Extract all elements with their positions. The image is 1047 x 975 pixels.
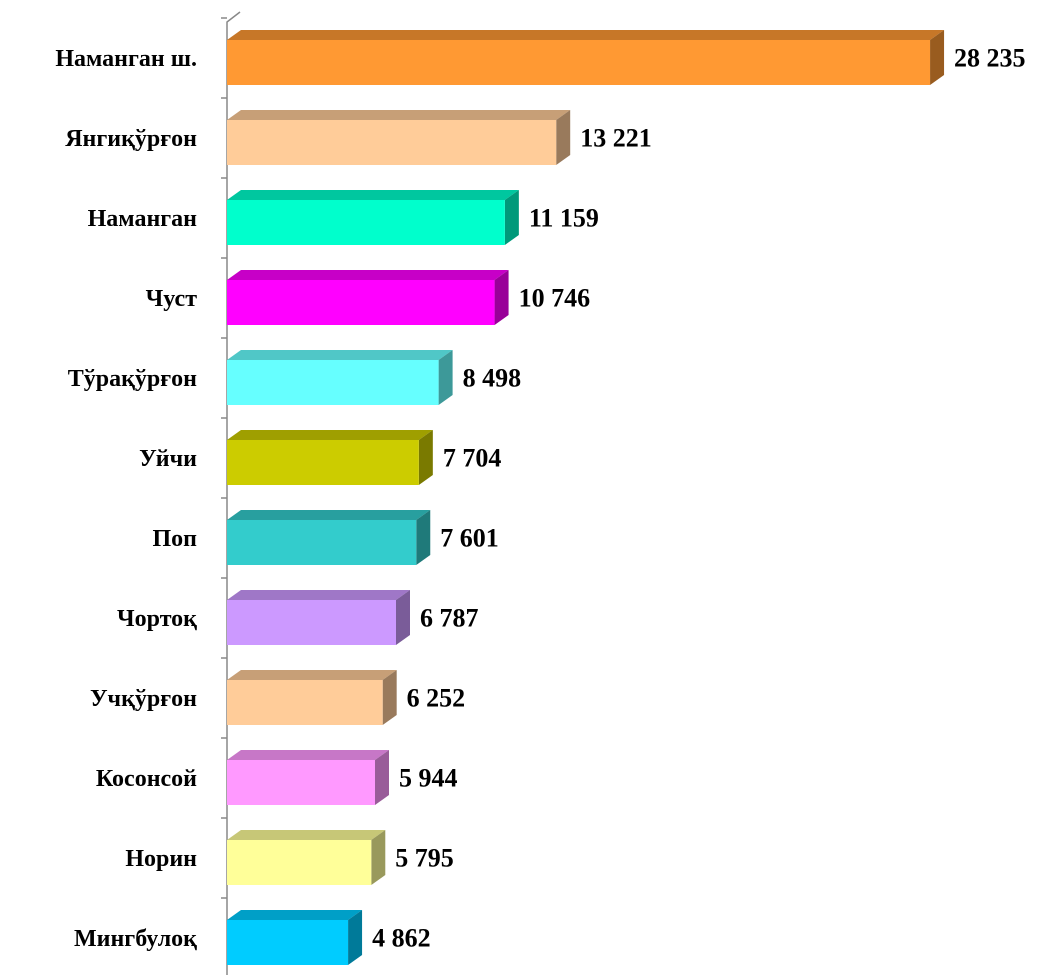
y-tick-label: Норин (125, 846, 197, 872)
bar-top (227, 830, 386, 840)
value-label: 8 498 (463, 363, 522, 392)
bar-front (227, 760, 376, 805)
bar-side (371, 830, 386, 885)
bar-front (227, 840, 372, 885)
y-tick-label: Наманган ш. (55, 46, 197, 72)
bar-top (227, 270, 509, 280)
y-tick-label: Мингбулоқ (74, 926, 197, 952)
value-label: 6 252 (407, 683, 466, 712)
bar-top (227, 190, 519, 200)
bar (227, 270, 509, 325)
value-label: 6 787 (420, 603, 479, 632)
bar-top (227, 750, 390, 760)
bar-top (227, 110, 571, 120)
bar (227, 190, 519, 245)
bar-front (227, 440, 419, 485)
value-label: 7 704 (443, 443, 502, 472)
bar-front (227, 520, 417, 565)
bar (227, 30, 945, 85)
bar-front (227, 120, 557, 165)
bar-side (375, 750, 390, 805)
bar-front (227, 40, 931, 85)
bar (227, 750, 390, 805)
value-label: 28 235 (954, 43, 1026, 72)
bar-top (227, 590, 410, 600)
bar (227, 830, 386, 885)
y-tick-label: Чуст (146, 286, 198, 312)
y-tick-label: Тўрақўрғон (68, 366, 197, 392)
y-tick-label: Косонсой (96, 766, 197, 792)
y-tick-label: Янгиқўрғон (65, 126, 197, 152)
bar-top (227, 430, 433, 440)
y-tick-label: Учқўрғон (90, 686, 197, 712)
y-tick-label: Чортоқ (117, 606, 197, 632)
bar-side (418, 430, 433, 485)
value-label: 11 159 (529, 203, 599, 232)
bar (227, 430, 433, 485)
bar-top (227, 910, 363, 920)
value-label: 10 746 (519, 283, 591, 312)
bar-side (416, 510, 431, 565)
bar-front (227, 360, 439, 405)
y-tick-label: Наманган (88, 206, 198, 232)
bar-top (227, 510, 431, 520)
bar-top (227, 30, 945, 40)
bar (227, 510, 431, 565)
bar-front (227, 920, 349, 965)
value-label: 13 221 (580, 123, 652, 152)
bar-top (227, 350, 453, 360)
bar (227, 350, 453, 405)
y-tick-label: Уйчи (139, 446, 197, 472)
bar-front (227, 600, 396, 645)
bar-front (227, 280, 495, 325)
bar-side (556, 110, 571, 165)
bar-front (227, 200, 505, 245)
bar (227, 590, 410, 645)
bar-side (930, 30, 945, 85)
bar-side (438, 350, 453, 405)
bar-side (494, 270, 509, 325)
bar (227, 670, 397, 725)
bar-front (227, 680, 383, 725)
value-label: 5 795 (395, 843, 454, 872)
bar-side (382, 670, 397, 725)
bar-top (227, 670, 397, 680)
bar-side (348, 910, 363, 965)
value-label: 4 862 (372, 923, 431, 952)
y-tick-label: Поп (153, 526, 198, 552)
bar (227, 110, 571, 165)
bar-side (504, 190, 519, 245)
value-label: 7 601 (440, 523, 499, 552)
bar-side (395, 590, 410, 645)
value-label: 5 944 (399, 763, 458, 792)
bar (227, 910, 363, 965)
